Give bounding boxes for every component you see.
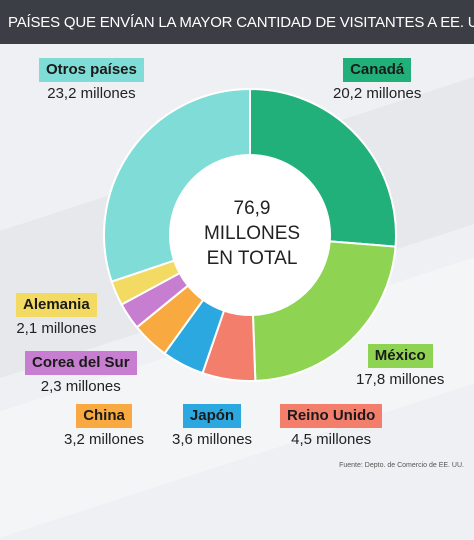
total-value: 76,9 xyxy=(233,198,271,219)
label-canada-value: 20,2 millones xyxy=(333,85,422,102)
label-reino-unido-value: 4,5 millones xyxy=(291,431,372,448)
label-otros-name: Otros países xyxy=(39,58,144,82)
label-corea-name: Corea del Sur xyxy=(25,351,137,375)
label-otros: Otros países 23,2 millones xyxy=(39,58,144,103)
chart-title: PAÍSES QUE ENVÍAN LA MAYOR CANTIDAD DE V… xyxy=(0,0,474,44)
label-corea-value: 2,3 millones xyxy=(40,378,121,395)
label-china: China 3,2 millones xyxy=(64,404,144,449)
label-japon-value: 3,6 millones xyxy=(172,431,253,448)
label-japon-name: Japón xyxy=(182,404,242,428)
label-mexico-value: 17,8 millones xyxy=(356,371,445,388)
total-unit: MILLONES xyxy=(203,223,301,244)
label-china-value: 3,2 millones xyxy=(64,431,145,448)
label-otros-value: 23,2 millones xyxy=(47,85,136,102)
source-note: Fuente: Depto. de Comercio de EE. UU. xyxy=(339,462,464,469)
donut-chart xyxy=(103,87,397,382)
label-alemania-name: Alemania xyxy=(16,293,97,317)
label-canada: Canadá 20,2 millones xyxy=(333,58,421,103)
total-caption: EN TOTAL xyxy=(206,248,298,269)
label-reino-unido: Reino Unido 4,5 millones xyxy=(280,404,383,449)
label-china-name: China xyxy=(76,404,132,428)
chart-title-text: PAÍSES QUE ENVÍAN LA MAYOR CANTIDAD DE V… xyxy=(8,13,474,31)
donut-hole xyxy=(170,155,330,315)
label-japon: Japón 3,6 millones xyxy=(172,404,252,449)
donut-slices xyxy=(103,87,397,382)
label-mexico: México 17,8 millones xyxy=(356,344,444,389)
total-label: 76,9 MILLONES EN TOTAL xyxy=(187,196,317,271)
label-mexico-name: México xyxy=(367,344,433,368)
label-reino-unido-name: Reino Unido xyxy=(280,404,383,428)
label-canada-name: Canadá xyxy=(343,58,412,82)
label-alemania: Alemania 2,1 millones xyxy=(16,293,97,338)
label-alemania-value: 2,1 millones xyxy=(16,320,97,337)
label-corea: Corea del Sur 2,3 millones xyxy=(25,351,137,396)
